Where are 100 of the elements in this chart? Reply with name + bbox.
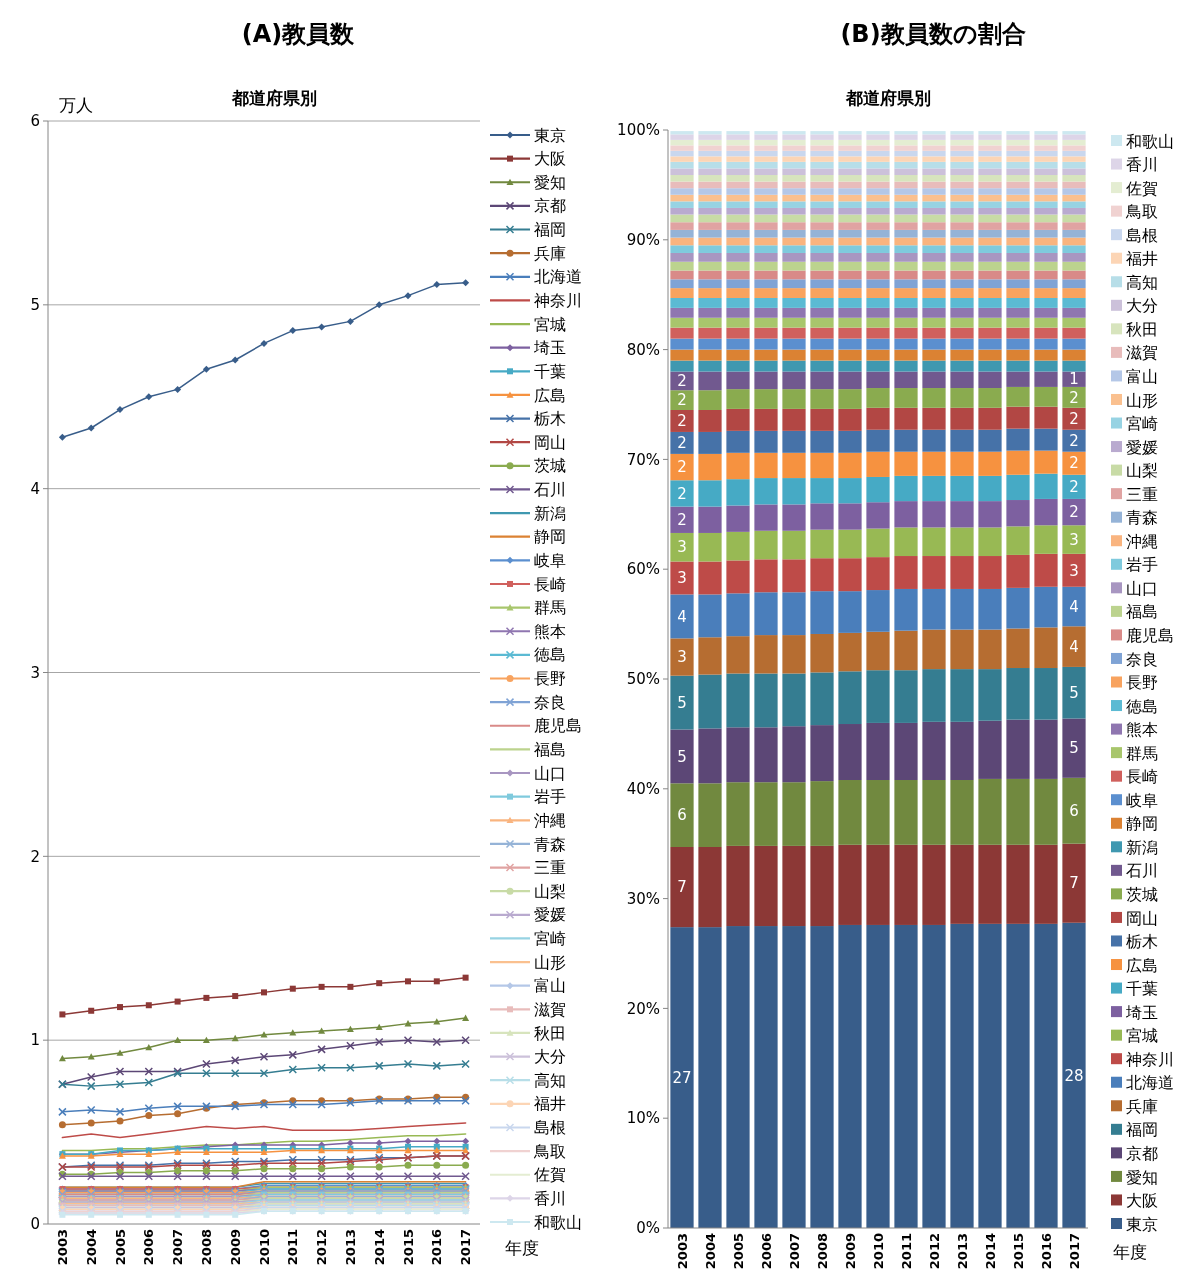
x-tick-label: 2013 bbox=[342, 1229, 358, 1266]
y-tick-label: 70% bbox=[626, 450, 660, 469]
y-tick-label: 5 bbox=[30, 296, 40, 315]
legend-label: 神奈川 bbox=[1126, 1049, 1174, 1069]
legend-label: 岐阜 bbox=[534, 550, 566, 570]
y-tick-label: 60% bbox=[626, 560, 660, 579]
data-label: 2 bbox=[677, 458, 687, 477]
legend-label: 岩手 bbox=[1126, 555, 1158, 575]
legend-label: 三重 bbox=[1126, 484, 1158, 504]
legend-label: 鳥取 bbox=[533, 1141, 566, 1161]
legend-label: 高知 bbox=[1126, 272, 1158, 292]
y-axis-title: 万人 bbox=[59, 95, 93, 115]
legend-label: 福井 bbox=[534, 1094, 566, 1114]
data-label: 2 bbox=[1069, 388, 1079, 407]
chart-title: (A)教員数 bbox=[241, 20, 356, 48]
data-label: 7 bbox=[1069, 874, 1079, 893]
y-tick-label: 0% bbox=[636, 1219, 660, 1238]
legend-label: 東京 bbox=[534, 125, 566, 145]
legend-label: 岡山 bbox=[534, 432, 566, 452]
legend-label: 宮崎 bbox=[1126, 414, 1158, 434]
legend-label: 三重 bbox=[534, 858, 566, 878]
legend-label: 大阪 bbox=[534, 149, 566, 169]
x-tick-label: 2012 bbox=[314, 1229, 330, 1266]
legend-label: 埼玉 bbox=[1125, 1002, 1158, 1022]
legend-label: 京都 bbox=[534, 196, 566, 216]
legend-label: 群馬 bbox=[534, 598, 566, 618]
data-label: 2 bbox=[677, 484, 687, 503]
y-tick-label: 2 bbox=[30, 847, 40, 866]
x-tick-label: 2007 bbox=[786, 1233, 802, 1270]
legend-label: 愛知 bbox=[534, 172, 566, 192]
legend-label: 佐賀 bbox=[1126, 178, 1158, 198]
x-tick-label: 2016 bbox=[429, 1229, 445, 1266]
legend-label: 愛媛 bbox=[1126, 437, 1158, 457]
y-tick-label: 80% bbox=[626, 340, 660, 359]
legend-label: 長崎 bbox=[1126, 767, 1158, 787]
legend-label: 山形 bbox=[534, 952, 566, 972]
x-tick-label: 2017 bbox=[1066, 1233, 1082, 1270]
legend-label: 福井 bbox=[1126, 249, 1158, 269]
x-tick-label: 2015 bbox=[400, 1229, 416, 1266]
legend-label: 奈良 bbox=[1126, 649, 1158, 669]
data-label: 2 bbox=[677, 391, 687, 410]
data-label: 6 bbox=[677, 806, 687, 825]
data-label: 4 bbox=[677, 607, 687, 626]
y-tick-label: 4 bbox=[30, 479, 40, 498]
legend-label: 福岡 bbox=[1126, 1120, 1158, 1140]
y-tick-label: 100% bbox=[617, 121, 660, 140]
data-label: 2 bbox=[677, 412, 687, 431]
data-label: 2 bbox=[1069, 410, 1079, 429]
legend-label: 宮崎 bbox=[534, 929, 566, 949]
legend-label: 鹿児島 bbox=[1126, 626, 1174, 646]
legend-label: 福岡 bbox=[534, 220, 566, 240]
legend-label: 広島 bbox=[1126, 955, 1158, 975]
chart-title: (B)教員数の割合 bbox=[840, 20, 1026, 48]
legend-label: 千葉 bbox=[1126, 979, 1158, 999]
legend-label: 栃木 bbox=[534, 409, 566, 429]
legend-label: 徳島 bbox=[1126, 696, 1158, 716]
legend-label: 広島 bbox=[534, 385, 566, 405]
data-label: 2 bbox=[1069, 431, 1079, 450]
x-tick-label: 2011 bbox=[285, 1229, 301, 1266]
chart-subtitle: 都道府県別 bbox=[230, 88, 317, 108]
x-tick-label: 2005 bbox=[730, 1233, 746, 1270]
legend-label: 滋賀 bbox=[1126, 343, 1158, 363]
x-tick-label: 2006 bbox=[141, 1229, 157, 1266]
legend-label: 和歌山 bbox=[534, 1212, 582, 1232]
data-label: 27 bbox=[672, 1068, 692, 1087]
legend-label: 新潟 bbox=[1126, 837, 1158, 857]
data-label: 2 bbox=[677, 511, 687, 530]
x-tick-label: 2004 bbox=[702, 1233, 718, 1270]
x-tick-label: 2006 bbox=[758, 1233, 774, 1270]
x-tick-label: 2003 bbox=[674, 1233, 690, 1270]
y-tick-label: 6 bbox=[30, 112, 40, 131]
legend-label: 山口 bbox=[1126, 578, 1158, 598]
legend-label: 茨城 bbox=[534, 456, 566, 476]
data-label: 3 bbox=[677, 538, 687, 557]
y-tick-label: 0 bbox=[30, 1215, 40, 1234]
x-tick-label: 2014 bbox=[982, 1233, 998, 1270]
legend-label: 奈良 bbox=[534, 692, 566, 712]
legend-label: 石川 bbox=[1126, 861, 1158, 881]
legend-label: 神奈川 bbox=[534, 291, 582, 311]
y-tick-label: 50% bbox=[626, 670, 660, 689]
legend-label: 福島 bbox=[534, 739, 566, 759]
data-label: 2 bbox=[1069, 454, 1079, 473]
data-label: 1 bbox=[1069, 370, 1079, 389]
x-tick-label: 2013 bbox=[954, 1233, 970, 1270]
y-tick-label: 20% bbox=[626, 999, 660, 1018]
x-tick-label: 2008 bbox=[814, 1233, 830, 1270]
x-tick-label: 2003 bbox=[54, 1229, 70, 1266]
data-label: 28 bbox=[1064, 1066, 1084, 1085]
x-tick-label: 2010 bbox=[870, 1233, 886, 1270]
x-tick-label: 2009 bbox=[227, 1229, 243, 1266]
data-label: 4 bbox=[1069, 637, 1079, 656]
legend-label: 鹿児島 bbox=[534, 716, 582, 736]
legend-label: 鳥取 bbox=[1125, 202, 1158, 222]
x-tick-label: 2016 bbox=[1038, 1233, 1054, 1270]
chart-subtitle: 都道府県別 bbox=[844, 88, 931, 108]
data-label: 6 bbox=[1069, 802, 1079, 821]
y-tick-label: 30% bbox=[626, 889, 660, 908]
data-label: 5 bbox=[1069, 683, 1079, 702]
legend-label: 大分 bbox=[534, 1047, 566, 1067]
legend-label: 熊本 bbox=[534, 621, 566, 641]
